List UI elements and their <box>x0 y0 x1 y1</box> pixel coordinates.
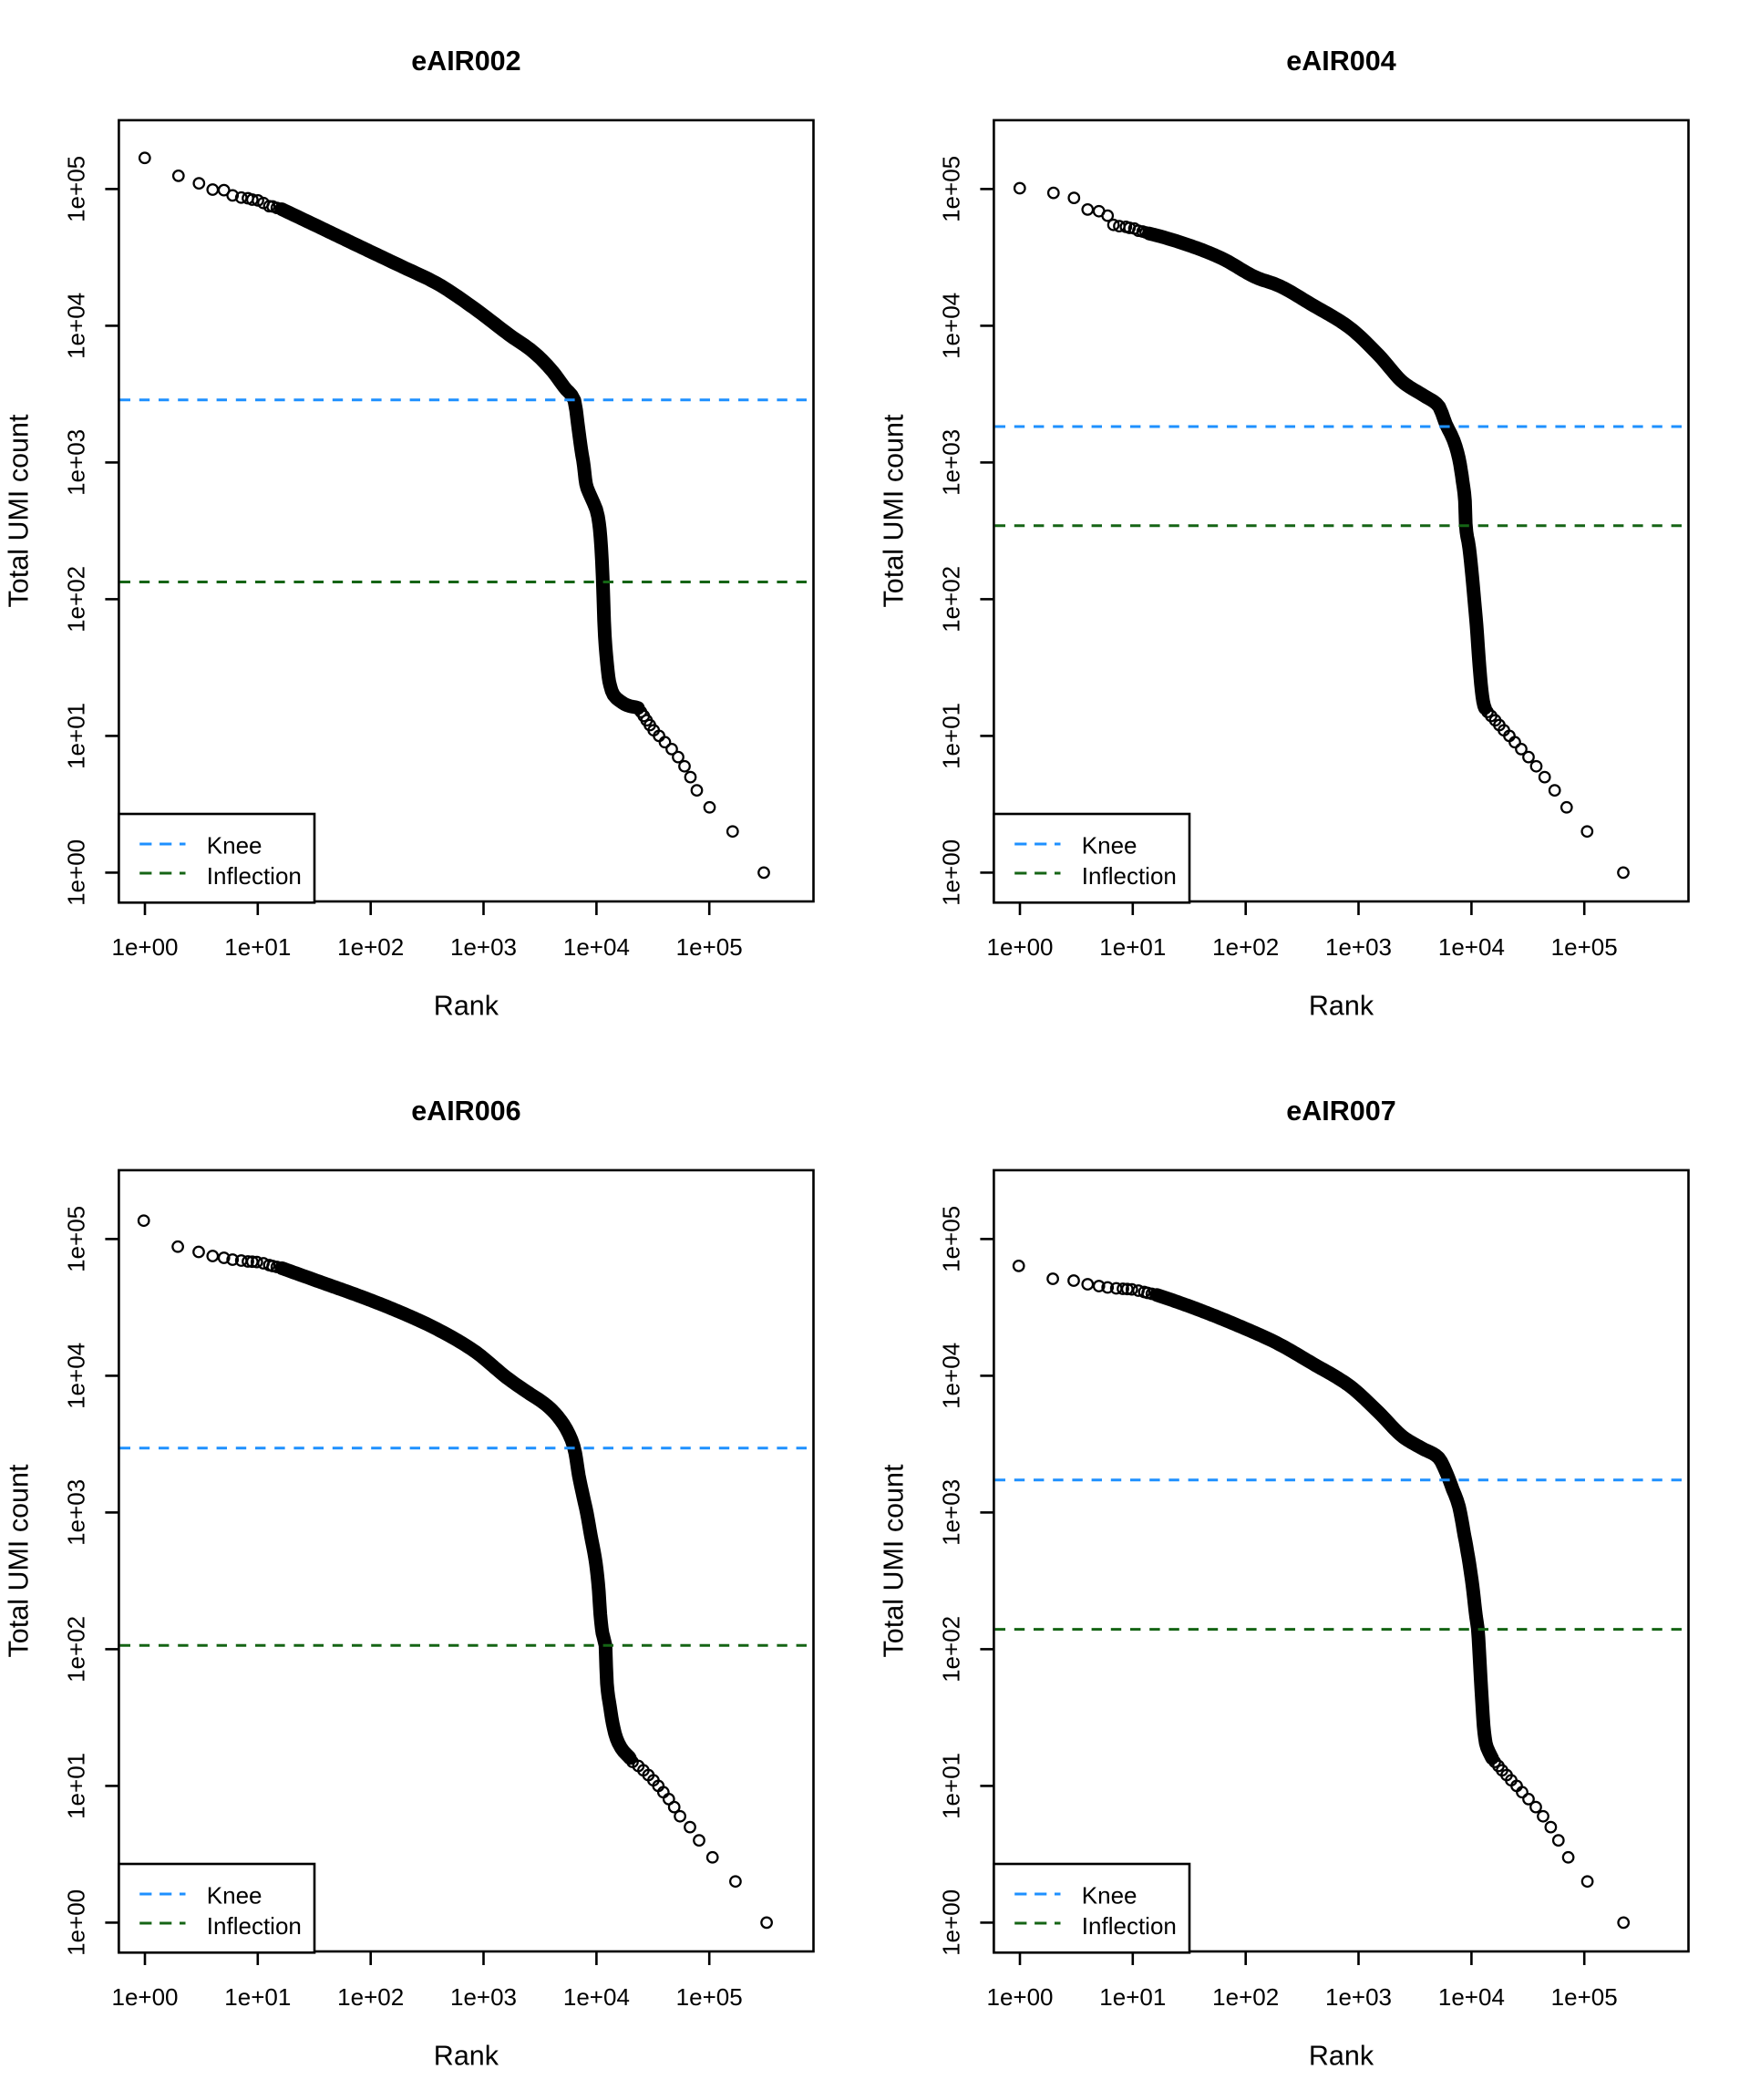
svg-text:Inflection: Inflection <box>1082 862 1177 890</box>
svg-text:Inflection: Inflection <box>207 1912 302 1940</box>
svg-text:Total UMI count: Total UMI count <box>879 1464 910 1657</box>
svg-text:1e+05: 1e+05 <box>1551 1983 1618 2011</box>
svg-text:1e+03: 1e+03 <box>63 1479 90 1546</box>
svg-text:1e+01: 1e+01 <box>224 1983 291 2011</box>
svg-text:1e+00: 1e+00 <box>938 1889 965 1956</box>
svg-text:1e+05: 1e+05 <box>1551 933 1618 961</box>
svg-text:1e+00: 1e+00 <box>986 933 1053 961</box>
svg-text:1e+01: 1e+01 <box>1099 1983 1166 2011</box>
svg-text:1e+03: 1e+03 <box>1325 933 1392 961</box>
svg-text:1e+01: 1e+01 <box>1099 933 1166 961</box>
svg-text:1e+03: 1e+03 <box>450 1983 517 2011</box>
svg-text:eAIR004: eAIR004 <box>1286 46 1395 77</box>
svg-text:Rank: Rank <box>434 991 499 1022</box>
svg-text:1e+04: 1e+04 <box>1438 1983 1505 2011</box>
svg-text:1e+03: 1e+03 <box>1325 1983 1392 2011</box>
svg-text:1e+03: 1e+03 <box>938 1479 965 1546</box>
svg-text:1e+05: 1e+05 <box>676 1983 743 2011</box>
svg-text:1e+05: 1e+05 <box>938 156 965 222</box>
svg-text:1e+03: 1e+03 <box>938 429 965 496</box>
svg-text:1e+00: 1e+00 <box>63 839 90 906</box>
svg-text:1e+01: 1e+01 <box>938 1753 965 1819</box>
svg-text:1e+00: 1e+00 <box>111 1983 178 2011</box>
svg-text:Total UMI count: Total UMI count <box>879 414 910 607</box>
svg-text:Total UMI count: Total UMI count <box>4 414 35 607</box>
svg-text:Total UMI count: Total UMI count <box>4 1464 35 1657</box>
svg-text:1e+02: 1e+02 <box>337 933 404 961</box>
svg-text:1e+02: 1e+02 <box>1212 1983 1279 2011</box>
svg-text:1e+02: 1e+02 <box>1212 933 1279 961</box>
svg-text:1e+04: 1e+04 <box>563 933 630 961</box>
svg-text:1e+02: 1e+02 <box>63 1616 90 1683</box>
svg-text:1e+02: 1e+02 <box>337 1983 404 2011</box>
svg-text:Knee: Knee <box>207 832 262 860</box>
svg-text:1e+01: 1e+01 <box>224 933 291 961</box>
svg-text:1e+04: 1e+04 <box>938 293 965 359</box>
svg-text:1e+01: 1e+01 <box>63 703 90 769</box>
svg-text:Inflection: Inflection <box>1082 1912 1177 1940</box>
svg-text:1e+04: 1e+04 <box>63 293 90 359</box>
svg-text:Inflection: Inflection <box>207 862 302 890</box>
svg-text:1e+05: 1e+05 <box>938 1206 965 1272</box>
svg-text:1e+00: 1e+00 <box>111 933 178 961</box>
svg-text:1e+04: 1e+04 <box>563 1983 630 2011</box>
svg-text:Rank: Rank <box>1309 2041 1374 2072</box>
svg-text:1e+00: 1e+00 <box>938 839 965 906</box>
svg-text:1e+04: 1e+04 <box>938 1343 965 1409</box>
svg-text:1e+03: 1e+03 <box>63 429 90 496</box>
svg-text:1e+05: 1e+05 <box>63 1206 90 1272</box>
svg-text:1e+01: 1e+01 <box>938 703 965 769</box>
svg-text:1e+04: 1e+04 <box>1438 933 1505 961</box>
svg-text:1e+05: 1e+05 <box>676 933 743 961</box>
svg-text:1e+04: 1e+04 <box>63 1343 90 1409</box>
svg-text:eAIR002: eAIR002 <box>411 46 520 77</box>
svg-text:1e+01: 1e+01 <box>63 1753 90 1819</box>
svg-text:1e+00: 1e+00 <box>986 1983 1053 2011</box>
svg-text:eAIR007: eAIR007 <box>1286 1096 1395 1127</box>
svg-text:1e+02: 1e+02 <box>938 1616 965 1683</box>
svg-text:Rank: Rank <box>1309 991 1374 1022</box>
svg-text:1e+05: 1e+05 <box>63 156 90 222</box>
svg-text:1e+03: 1e+03 <box>450 933 517 961</box>
svg-text:Knee: Knee <box>1082 1882 1138 1910</box>
svg-text:1e+02: 1e+02 <box>63 566 90 633</box>
svg-text:Knee: Knee <box>207 1882 262 1910</box>
svg-text:1e+00: 1e+00 <box>63 1889 90 1956</box>
svg-text:Rank: Rank <box>434 2041 499 2072</box>
svg-text:Knee: Knee <box>1082 832 1138 860</box>
svg-text:1e+02: 1e+02 <box>938 566 965 633</box>
svg-text:eAIR006: eAIR006 <box>411 1096 520 1127</box>
